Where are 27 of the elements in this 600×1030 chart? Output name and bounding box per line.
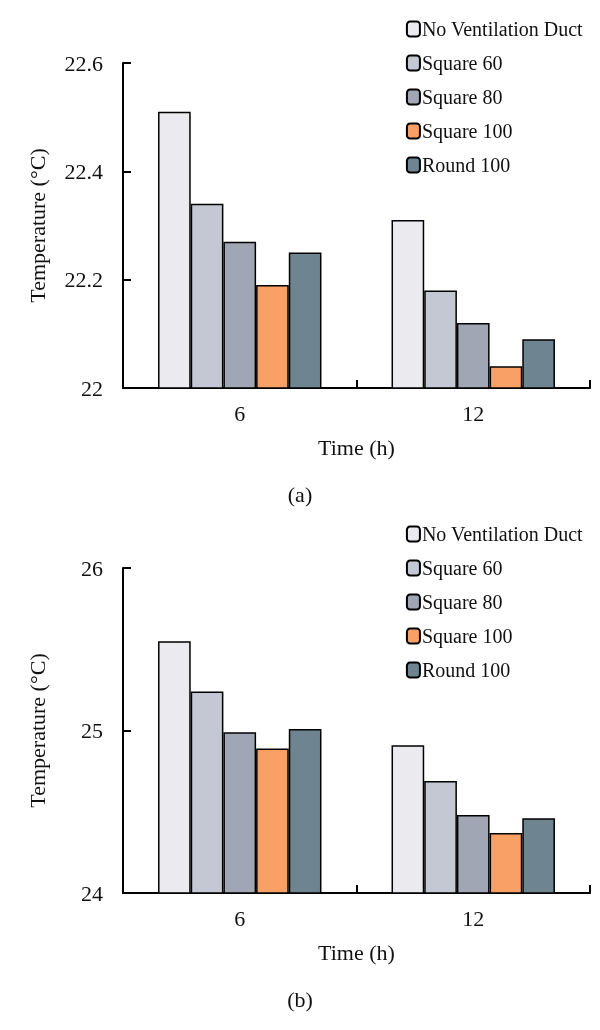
y-axis-title: Temperature (°C) [24, 653, 50, 808]
legend-label: Square 60 [421, 557, 503, 580]
text: (a) [287, 481, 313, 507]
x-tick-label: 6 [234, 400, 246, 426]
legend-label: Square 80 [421, 591, 503, 614]
x-tick-label: 12 [462, 400, 485, 426]
x-tick-label: 6 [234, 905, 246, 931]
y-tick-label: 22.4 [64, 158, 103, 184]
y-tick-label: 24 [81, 880, 103, 906]
legend-label: Round 100 [421, 659, 511, 681]
y-tick-label: 22 [81, 375, 103, 401]
y-axis-title: Temperature (°C) [24, 148, 50, 303]
x-tick-label: 12 [462, 905, 485, 931]
legend-label: No Ventilation Duct [421, 18, 584, 40]
y-tick-label: 22.6 [64, 50, 103, 76]
legend-label: Round 100 [421, 154, 511, 176]
legend-label: Square 100 [421, 120, 513, 143]
y-tick-label: 26 [81, 555, 103, 581]
legend-label: Square 100 [421, 625, 513, 648]
legend-label: Square 80 [421, 86, 503, 109]
y-tick-label: 22.2 [64, 267, 103, 293]
y-tick-label: 25 [81, 718, 103, 743]
x-axis-title: Time (h) [318, 434, 395, 460]
legend-label: No Ventilation Duct [421, 523, 584, 545]
x-axis-title: Time (h) [318, 939, 395, 965]
legend-label: Square 60 [421, 52, 503, 75]
text: (b) [287, 986, 313, 1012]
